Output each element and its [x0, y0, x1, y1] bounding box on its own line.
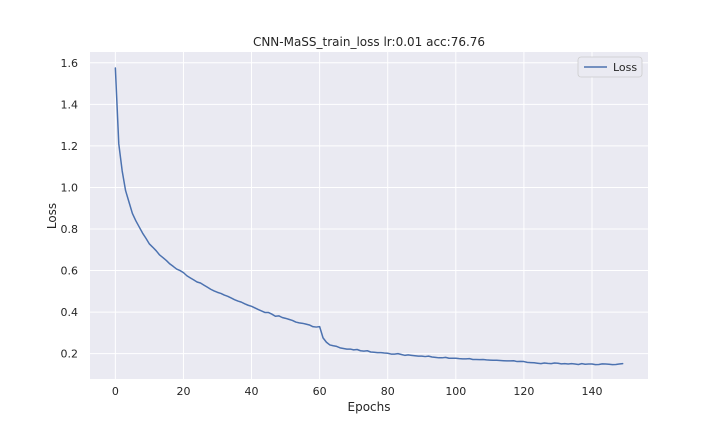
x-tick-label: 20: [176, 385, 190, 398]
y-tick-label: 1.0: [61, 181, 79, 194]
y-tick-label: 0.8: [61, 223, 79, 236]
x-tick-label: 60: [313, 385, 327, 398]
x-tick-labels: 0 20 40 60 80 100 120 140: [112, 385, 603, 398]
x-tick-label: 80: [381, 385, 395, 398]
x-tick-label: 0: [112, 385, 119, 398]
y-tick-label: 0.2: [61, 348, 79, 361]
plot-background: [90, 52, 648, 379]
x-tick-label: 140: [581, 385, 602, 398]
y-tick-labels: 0.2 0.4 0.6 0.8 1.0 1.2 1.4 1.6: [61, 57, 79, 361]
legend-label-loss: Loss: [613, 61, 637, 74]
y-gridlines: [90, 62, 648, 355]
y-tick-label: 1.4: [61, 98, 79, 111]
x-gridlines: [114, 52, 593, 379]
x-axis-title: Epochs: [348, 400, 391, 414]
y-tick-label: 0.6: [61, 265, 79, 278]
x-tick-label: 40: [245, 385, 259, 398]
legend-box: [577, 56, 643, 78]
y-tick-label: 1.2: [61, 140, 79, 153]
chart-title: CNN-MaSS_train_loss lr:0.01 acc:76.76: [253, 35, 485, 49]
y-axis-title: Loss: [45, 203, 59, 229]
y-tick-label: 1.6: [61, 57, 79, 70]
y-tick-label: 0.4: [61, 306, 79, 319]
legend: Loss: [577, 56, 643, 78]
x-tick-label: 100: [445, 385, 466, 398]
loss-series-line: [114, 67, 624, 366]
x-tick-label: 120: [513, 385, 534, 398]
